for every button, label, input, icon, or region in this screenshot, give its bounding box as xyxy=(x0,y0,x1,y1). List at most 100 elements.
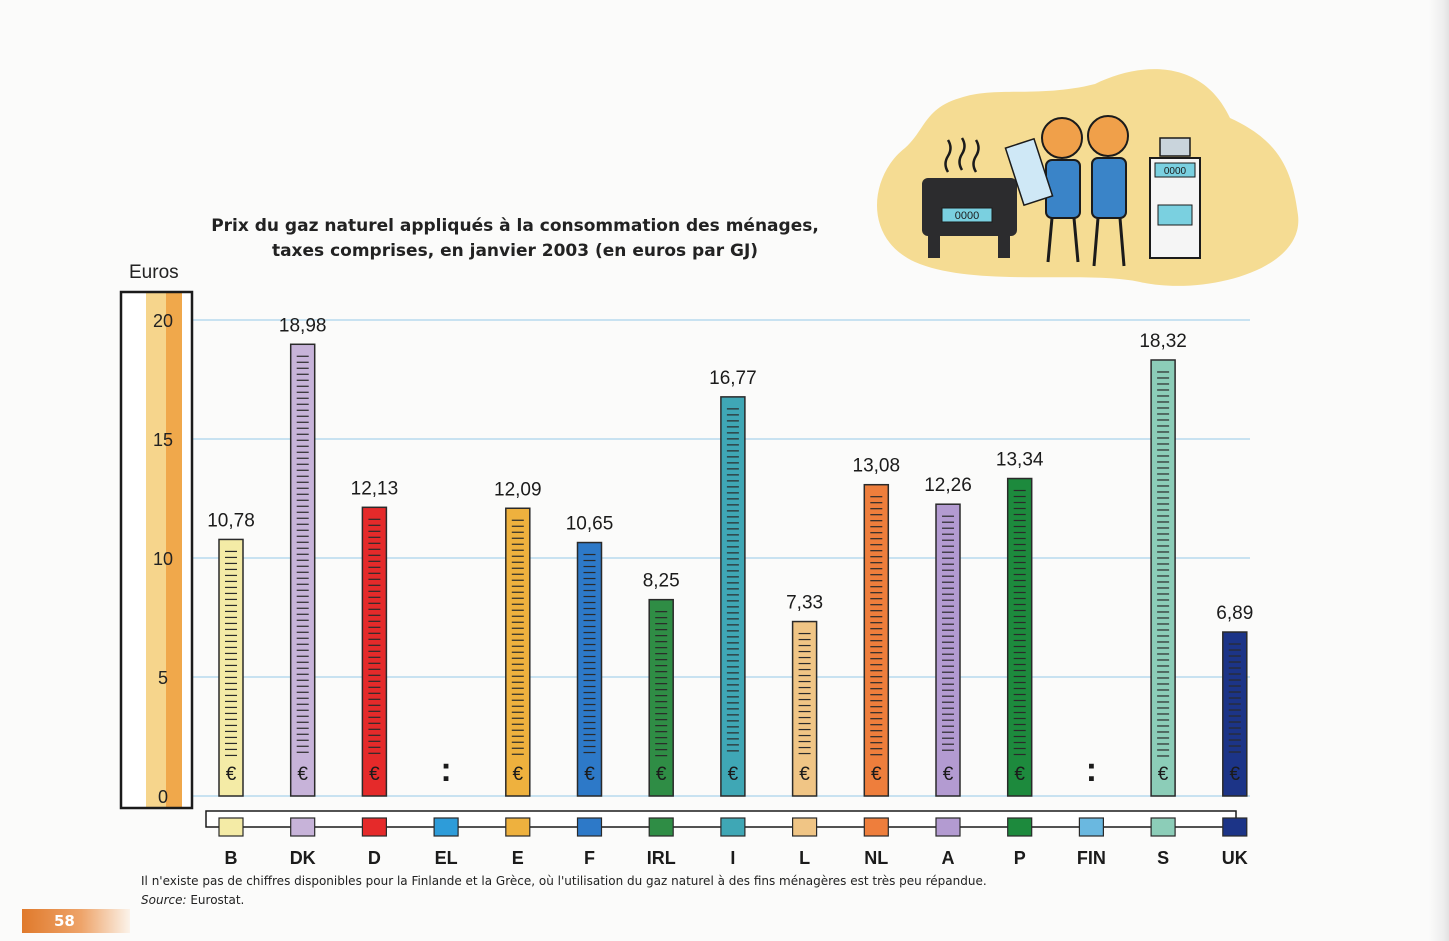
euro-icon: € xyxy=(728,764,739,785)
y-axis-ticks: 0 5 10 15 20 xyxy=(153,311,173,807)
legend-swatch-irl xyxy=(648,817,674,837)
y-tick-label: 0 xyxy=(158,787,168,807)
value-label: 8,25 xyxy=(643,571,680,592)
bar-uk: € xyxy=(1222,631,1248,797)
bar-s: € xyxy=(1150,359,1176,797)
legend-swatch-l xyxy=(791,817,818,837)
euro-icon: € xyxy=(871,764,882,785)
category-label: UK xyxy=(1222,848,1248,868)
bar-body xyxy=(1222,631,1248,797)
source-label: Source: xyxy=(141,893,187,907)
value-labels: 10,78 18,98 12,13: 12,09 10,65 8,25 16,77 7,33 1… xyxy=(207,315,1253,789)
euro-icon: € xyxy=(943,764,954,785)
category-label: D xyxy=(368,848,381,868)
legend-swatch-a xyxy=(935,817,961,837)
value-label: 13,34 xyxy=(996,450,1044,471)
bar-i: € xyxy=(720,396,746,797)
category-label: L xyxy=(799,848,810,868)
bars: € € € € € € € € € € € € € xyxy=(218,343,1248,797)
bar-nl: € xyxy=(863,483,890,797)
category-label: IRL xyxy=(647,848,676,868)
legend-swatch-b xyxy=(218,817,244,837)
bar-d: € xyxy=(361,506,388,797)
bar-l: € xyxy=(791,620,818,797)
euro-icon: € xyxy=(297,764,308,785)
category-label: P xyxy=(1014,848,1026,868)
value-label: 10,78 xyxy=(207,510,255,531)
bar-a: € xyxy=(935,503,961,797)
chart-title-line-2: taxes comprises, en janvier 2003 (en eur… xyxy=(271,241,759,261)
bar-e: € xyxy=(505,507,531,797)
value-label: 7,33 xyxy=(786,593,823,614)
page-edge xyxy=(1429,0,1449,941)
footnote: Il n'existe pas de chiffres disponibles … xyxy=(141,874,987,888)
euro-icon: € xyxy=(1158,764,1169,785)
bar-b: € xyxy=(218,538,244,797)
source-line: Source: Eurostat. xyxy=(141,893,244,907)
legend-swatch-uk xyxy=(1222,817,1248,837)
value-label: 12,13 xyxy=(351,478,399,499)
bar-dk: € xyxy=(289,343,316,797)
bar-irl: € xyxy=(648,598,674,797)
chart-title: Prix du gaz naturel appliqués à la conso… xyxy=(200,214,830,264)
euro-icon: € xyxy=(799,764,810,785)
source-value: Eurostat. xyxy=(186,893,245,907)
bar-body xyxy=(935,503,961,797)
svg-text:0000: 0000 xyxy=(1164,166,1187,177)
category-label: A xyxy=(942,848,955,868)
category-label: S xyxy=(1157,848,1169,868)
svg-text:0000: 0000 xyxy=(955,210,979,222)
legend-swatch-f xyxy=(576,817,603,837)
category-label: DK xyxy=(290,848,316,868)
cartoon-illustration: 0000 0000 xyxy=(876,69,1299,286)
bar-body xyxy=(218,538,244,797)
euro-icon: € xyxy=(656,764,667,785)
category-label: F xyxy=(584,848,595,868)
legend-swatch-i xyxy=(720,817,746,837)
legend-swatch-p xyxy=(1007,817,1033,837)
legend-swatch-e xyxy=(505,817,531,837)
euro-icon: € xyxy=(226,764,237,785)
value-label: 18,32 xyxy=(1139,331,1187,352)
legend-swatches xyxy=(218,817,1248,837)
legend-swatch-s xyxy=(1150,817,1176,837)
y-tick-label: 5 xyxy=(158,668,168,688)
euro-icon: € xyxy=(513,764,524,785)
value-label: 10,65 xyxy=(566,514,614,535)
bar-p: € xyxy=(1006,477,1033,797)
euro-icon: € xyxy=(369,764,380,785)
value-label: 16,77 xyxy=(709,368,757,389)
euro-icon: € xyxy=(584,764,595,785)
bar-body xyxy=(791,620,818,797)
value-label-missing: : xyxy=(440,751,451,789)
y-axis-scale xyxy=(119,290,194,810)
legend-swatch-dk xyxy=(290,817,316,837)
value-label: 6,89 xyxy=(1216,603,1253,624)
bar-body xyxy=(576,541,603,797)
euro-icon: € xyxy=(1230,764,1241,785)
y-tick-label: 15 xyxy=(153,430,173,450)
value-label: 12,09 xyxy=(494,479,542,500)
category-label: EL xyxy=(435,848,458,868)
bar-f: € xyxy=(576,541,603,797)
legend-swatch-d xyxy=(361,817,387,837)
value-label-missing: : xyxy=(1086,751,1097,789)
chart-title-line-1: Prix du gaz naturel appliqués à la conso… xyxy=(211,216,819,236)
category-label: I xyxy=(730,848,735,868)
category-labels: B DK D EL E F IRL I L NL A P FIN S UK xyxy=(225,848,1248,868)
y-axis-label: Euros xyxy=(129,262,179,283)
bar-body xyxy=(648,598,674,797)
page-number: 58 xyxy=(54,912,75,930)
value-label: 12,26 xyxy=(924,475,972,496)
category-label: NL xyxy=(864,848,888,868)
legend-swatch-fin xyxy=(1078,817,1105,837)
legend-swatch-nl xyxy=(863,817,889,837)
legend-swatch-el xyxy=(433,817,459,837)
value-label: 13,08 xyxy=(853,456,901,477)
y-tick-label: 20 xyxy=(153,311,173,331)
y-tick-label: 10 xyxy=(153,549,173,569)
value-label: 18,98 xyxy=(279,315,327,336)
category-label: B xyxy=(225,848,238,868)
euro-icon: € xyxy=(1014,764,1025,785)
